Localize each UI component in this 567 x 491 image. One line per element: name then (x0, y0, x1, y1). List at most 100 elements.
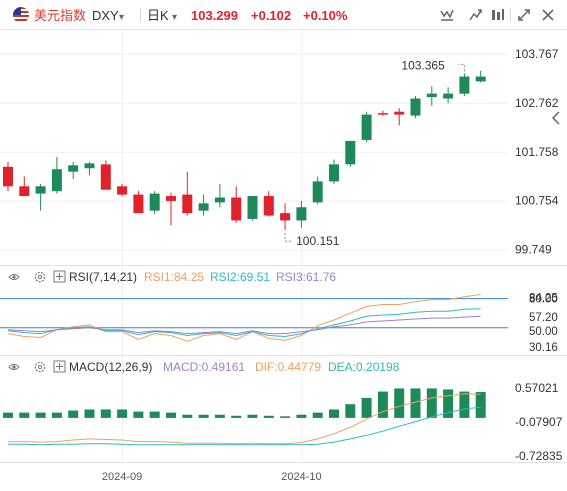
candle-body (51, 169, 62, 192)
rsi-line-rsi1 (7, 294, 481, 342)
last-price: 103.299 (191, 8, 238, 23)
candle-body (68, 165, 79, 172)
macd-bar (263, 415, 274, 418)
macd-bar (345, 404, 356, 418)
macd-tick-label: -0.72835 (515, 449, 563, 463)
candle-body (35, 186, 46, 194)
chevron-down-icon[interactable]: ▾ (119, 12, 125, 23)
macd-bar (214, 414, 225, 418)
macd-bar (377, 391, 388, 418)
candle-body (394, 111, 405, 115)
dif-value: DIF:0.44779 (255, 360, 321, 374)
rsi2-value: RSI2:69.51 (210, 270, 270, 284)
candle-body (231, 197, 242, 221)
us-flag-icon (13, 7, 29, 23)
macd-bar (475, 392, 486, 418)
rsi-tick-label: 84.25 (529, 293, 558, 305)
candle-body (133, 194, 144, 214)
high-price-label: 103.365 (401, 58, 445, 72)
indicator-icon[interactable] (438, 7, 456, 23)
candle-body (214, 197, 225, 203)
macd-bar (410, 388, 421, 418)
chevron-left-icon[interactable] (551, 111, 560, 125)
candle-body (166, 196, 176, 201)
candle-body (117, 186, 128, 195)
macd-line-dif (8, 393, 481, 445)
chevron-down-icon[interactable]: ▾ (172, 12, 178, 23)
candle-body (84, 163, 95, 169)
macd-bar (280, 416, 291, 418)
compare-icon[interactable] (466, 7, 484, 23)
macd-bar (312, 412, 323, 418)
gear-icon[interactable] (34, 271, 46, 283)
rsi-pane (0, 294, 508, 342)
rsi-tick-label: 30.16 (529, 342, 558, 354)
candle-body (377, 113, 388, 115)
date-tick-label: 2024-09 (102, 471, 142, 483)
candle-body (149, 193, 160, 211)
price-change-pct: +0.10% (303, 8, 348, 23)
macd-bar (231, 415, 242, 418)
candle-body (280, 213, 291, 221)
rsi-line-rsi2 (7, 308, 481, 338)
candle-body (198, 203, 209, 211)
candle-body (443, 93, 454, 99)
macd-bar (68, 410, 79, 418)
macd-bar (117, 409, 128, 418)
price-annotations: 100.151 103.365 (284, 58, 465, 248)
price-tick-label: 102.762 (515, 96, 559, 110)
macd-bar (133, 411, 144, 418)
high-marker-line (458, 63, 465, 72)
date-axis: 2024-09 2024-10 (102, 471, 322, 483)
macd-bar (361, 397, 372, 418)
eye-icon[interactable] (8, 364, 20, 370)
dea-value: DEA:0.20198 (328, 360, 400, 374)
low-marker-line (284, 233, 294, 242)
candle-body (182, 194, 193, 214)
macd-bar (329, 409, 339, 418)
rsi-tick-label: 57.20 (529, 312, 558, 324)
candle-body (312, 181, 323, 203)
macd-bar (198, 414, 209, 418)
price-axis: 103.767 102.762 101.758 100.754 99.749 (515, 47, 559, 257)
candle-body (247, 196, 258, 219)
toolbar-divider (510, 8, 511, 22)
date-tick-label: 2024-10 (281, 471, 321, 483)
price-change: +0.102 (251, 8, 292, 23)
candle-body (345, 140, 356, 165)
rsi-header: RSI(7,14,21) RSI1:84.25 RSI2:69.51 RSI3:… (8, 270, 336, 284)
rsi-line-rsi3 (7, 315, 481, 335)
macd-axis: 0.57021 -0.07907 -0.72835 (515, 381, 563, 463)
eye-icon[interactable] (8, 274, 20, 280)
macd-value: MACD:0.49161 (163, 360, 245, 374)
fullscreen-icon[interactable] (515, 7, 533, 23)
gear-icon[interactable] (34, 361, 46, 373)
macd-bar (3, 412, 13, 418)
candle-body (296, 207, 307, 221)
macd-bar (149, 411, 160, 418)
interval-selector[interactable]: 日K (147, 8, 169, 23)
rsi-tick-label: 50.00 (529, 326, 558, 338)
macd-header: MACD(12,26,9) MACD:0.49161 DIF:0.44779 D… (8, 360, 400, 374)
macd-bar (182, 414, 193, 418)
macd-bar (296, 414, 307, 418)
indicator-settings-icon[interactable] (53, 360, 66, 373)
symbol-code[interactable]: DXY (92, 8, 119, 23)
symbol-name[interactable]: 美元指数 (34, 8, 87, 23)
candle-body (3, 166, 13, 187)
rsi1-value: RSI1:84.25 (144, 270, 204, 284)
close-icon[interactable] (539, 7, 557, 23)
macd-bar (459, 391, 470, 418)
candlestick-series (3, 70, 486, 231)
macd-bar (394, 388, 405, 418)
candle-body (361, 114, 372, 140)
indicator-settings-icon[interactable] (53, 270, 66, 283)
macd-bar (443, 389, 454, 418)
candle-body (426, 93, 437, 98)
candle-body (329, 164, 339, 182)
settings-icon[interactable] (489, 7, 507, 23)
macd-tick-label: -0.07907 (515, 415, 563, 429)
price-tick-label: 103.767 (515, 47, 559, 61)
macd-bar (35, 412, 46, 418)
